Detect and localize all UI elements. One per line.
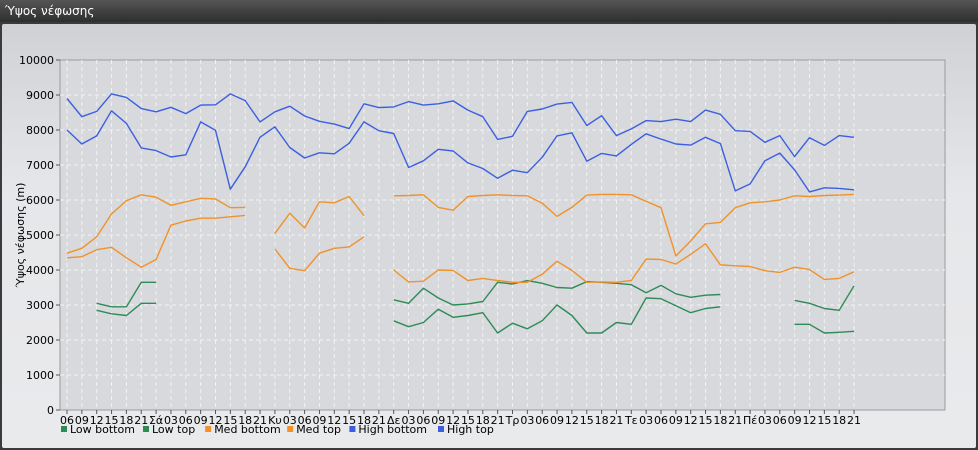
window-title: Ύψος νέφωσης — [0, 0, 978, 22]
x-tick-label: 12 — [684, 414, 698, 427]
x-tick-label: 06 — [773, 414, 787, 427]
x-tick-label: 12 — [90, 414, 104, 427]
y-tick-label: 10000 — [19, 54, 54, 67]
x-tick-label: 12 — [803, 414, 817, 427]
x-tick-label: 06 — [416, 414, 430, 427]
x-tick-label: 03 — [283, 414, 297, 427]
legend-swatch — [438, 426, 444, 432]
x-tick-label: 15 — [105, 414, 119, 427]
y-tick-label: 0 — [47, 404, 54, 417]
x-tick-label: 09 — [194, 414, 208, 427]
x-tick-label: 06 — [60, 414, 74, 427]
x-tick-label: Σά — [149, 414, 163, 427]
y-tick-label: 7000 — [26, 159, 54, 172]
x-tick-label: Δε — [387, 414, 401, 427]
x-tick-label: 15 — [223, 414, 237, 427]
x-tick-label: 09 — [75, 414, 89, 427]
x-tick-label: Τρ — [505, 414, 520, 427]
x-tick-label: 12 — [327, 414, 341, 427]
y-tick-label: 3000 — [26, 299, 54, 312]
x-tick-label: 09 — [669, 414, 683, 427]
x-tick-label: 21 — [847, 414, 861, 427]
x-tick-label: Κυ — [268, 414, 282, 427]
x-tick-label: 03 — [402, 414, 416, 427]
legend-swatch — [287, 426, 294, 432]
x-tick-label: 15 — [342, 414, 356, 427]
x-tick-label: 03 — [758, 414, 772, 427]
x-tick-label: 09 — [788, 414, 802, 427]
series-line-high-bottom — [66, 110, 855, 193]
x-tick-label: 18 — [238, 414, 252, 427]
x-tick-label: 09 — [431, 414, 445, 427]
x-tick-label: 18 — [476, 414, 490, 427]
x-tick-label: 06 — [535, 414, 549, 427]
y-axis-label: Ύψος νέφωσης (m) — [14, 183, 27, 289]
y-axis-ticks: 0 1000 2000 3000 4000 5000 6000 7000 8000 9000 100… — [19, 54, 60, 417]
series-line-med-top — [66, 193, 855, 257]
x-tick-label: 18 — [357, 414, 371, 427]
y-tick-label: 4000 — [26, 264, 54, 277]
y-tick-label: 2000 — [26, 334, 54, 347]
x-tick-label: 12 — [565, 414, 579, 427]
series-line-low-top — [96, 279, 855, 311]
legend: Low bottom Low top Med bottom Med top High b… — [61, 423, 494, 436]
y-tick-label: 5000 — [26, 229, 54, 242]
x-tick-label: 18 — [119, 414, 133, 427]
x-tick-label: 03 — [520, 414, 534, 427]
x-tick-label: 03 — [639, 414, 653, 427]
y-tick-label: 8000 — [26, 124, 54, 137]
x-tick-label: 21 — [609, 414, 623, 427]
y-tick-label: 1000 — [26, 369, 54, 382]
legend-swatch — [143, 426, 149, 432]
x-tick-label: 06 — [298, 414, 312, 427]
x-tick-label: 03 — [164, 414, 178, 427]
x-tick-label: 06 — [179, 414, 193, 427]
x-tick-label: 06 — [654, 414, 668, 427]
legend-entry: Low bottom — [70, 423, 135, 436]
legend-swatch — [205, 426, 212, 432]
x-tick-label: 09 — [550, 414, 564, 427]
legend-entry: Med top — [296, 423, 341, 436]
x-tick-label: 18 — [713, 414, 727, 427]
x-tick-label: 15 — [699, 414, 713, 427]
series-lines — [66, 93, 855, 334]
legend-entry: High top — [447, 423, 494, 436]
legend-swatch — [349, 426, 356, 432]
y-tick-label: 6000 — [26, 194, 54, 207]
x-tick-label: 18 — [832, 414, 846, 427]
x-tick-label: 21 — [491, 414, 505, 427]
x-tick-label: 12 — [209, 414, 223, 427]
x-tick-label: 21 — [728, 414, 742, 427]
series-line-high-top — [66, 93, 855, 158]
x-tick-label: 12 — [446, 414, 460, 427]
x-tick-label: Τε — [624, 414, 638, 427]
legend-swatch — [61, 426, 67, 432]
x-tick-label: 15 — [817, 414, 831, 427]
x-tick-label: 15 — [461, 414, 475, 427]
x-axis-ticks: 06 09 12 15 18 21 Σά 03 06 09 12 15 18 21 Κυ 03 06 09 12 15… — [60, 410, 861, 427]
y-tick-label: 9000 — [26, 89, 54, 102]
x-tick-label: 18 — [595, 414, 609, 427]
x-tick-label: 09 — [312, 414, 326, 427]
series-line-low-bottom — [96, 297, 855, 334]
x-tick-label: 21 — [372, 414, 386, 427]
legend-entry: Med bottom — [214, 423, 281, 436]
grid-lines — [60, 60, 945, 410]
x-tick-label: Πέ — [743, 414, 757, 427]
legend-entry: High bottom — [358, 423, 427, 436]
legend-entry: Low top — [152, 423, 195, 436]
x-tick-label: 21 — [134, 414, 148, 427]
x-tick-label: 15 — [580, 414, 594, 427]
x-tick-label: 21 — [253, 414, 267, 427]
series-line-med-bottom — [66, 214, 855, 283]
